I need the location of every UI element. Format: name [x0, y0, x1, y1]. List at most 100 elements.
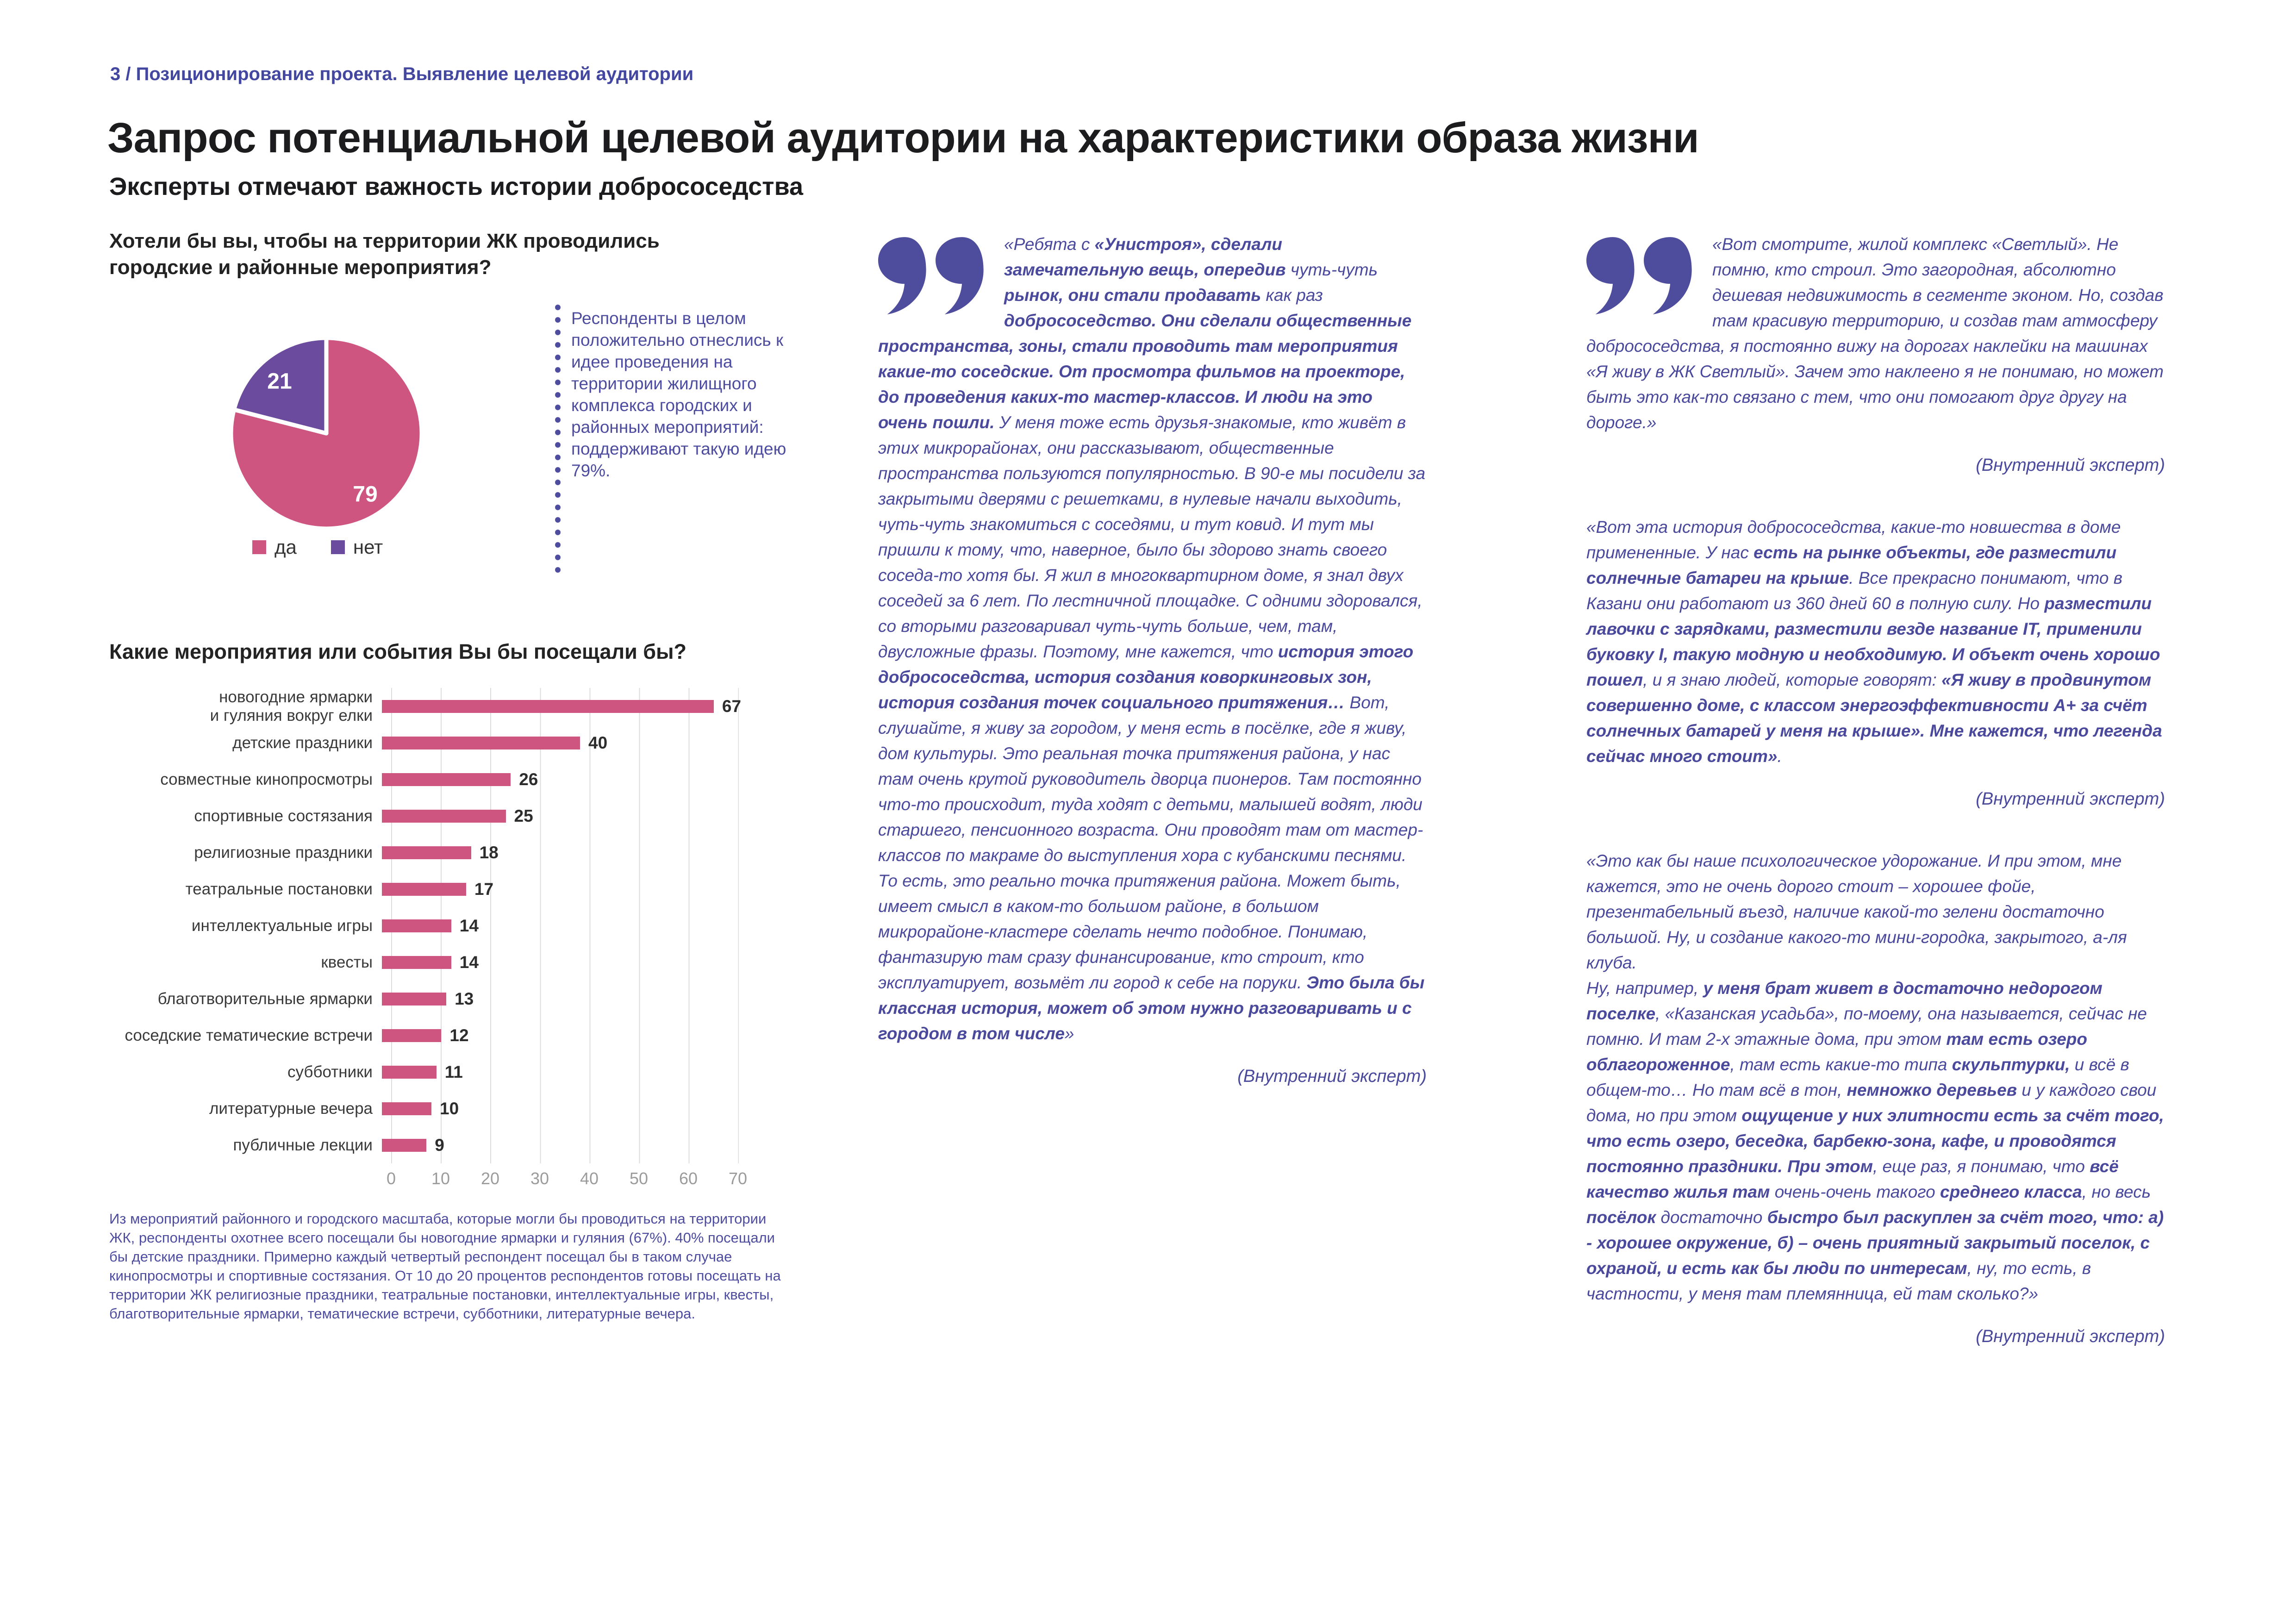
bar-value-label: 40 [588, 733, 608, 752]
bar [382, 919, 451, 932]
bar [382, 992, 447, 1006]
quote-attribution: (Внутренний эксперт) [1976, 789, 2165, 809]
x-axis-tick: 60 [679, 1169, 698, 1188]
bar-plot-cell: 67 [382, 688, 785, 725]
bar-value-label: 26 [519, 769, 538, 789]
bar-value-label: 18 [479, 843, 499, 862]
bar-category-label: совместные кинопросмотры [160, 770, 373, 788]
legend-swatch-no [331, 540, 345, 554]
bar-category-label: новогодние ярмарки и гуляния вокруг елки [210, 687, 373, 725]
bar-category-label: субботники [287, 1062, 373, 1081]
bar [382, 846, 471, 859]
legend-label-yes: да [275, 536, 297, 558]
bar-plot-cell: 14 [382, 944, 785, 981]
bar-chart-row: литературные вечера 10 [109, 1090, 785, 1127]
quote-text: «Это как бы наше психологическое удорожа… [1586, 851, 2127, 972]
bar-plot-cell: 26 [382, 761, 785, 798]
bar-category-label: квесты [321, 953, 373, 971]
bar-chart-row: театральные постановки 17 [109, 871, 785, 907]
quote-text: «Вот смотрите, жилой комплекс «Светлый».… [1586, 235, 2164, 432]
quote-attribution: (Внутренний эксперт) [1237, 1067, 1427, 1086]
bar-chart-row: религиозные праздники 18 [109, 834, 785, 871]
pie-slice-no [232, 336, 329, 436]
x-axis-tick: 0 [386, 1169, 396, 1188]
legend-swatch-yes [252, 540, 266, 554]
bar-value-label: 11 [444, 1062, 463, 1081]
x-axis-tick: 70 [728, 1169, 748, 1188]
bar-chart-row: благотворительные ярмарки 13 [109, 981, 785, 1017]
bar [382, 1102, 431, 1115]
bar-chart-row: детские праздники 40 [109, 725, 785, 761]
pie-value-no: 21 [267, 369, 292, 394]
bar [382, 773, 511, 786]
bar-chart-row: совместные кинопросмотры 26 [109, 761, 785, 798]
bar-category-label: соседские тематические встречи [125, 1026, 373, 1044]
bar-category-label: литературные вечера [209, 1099, 373, 1118]
bar-chart-row: спортивные состязания 25 [109, 798, 785, 834]
pie-value-yes: 79 [353, 482, 378, 507]
bar [382, 882, 466, 896]
page-title: Запрос потенциальной целевой аудитории н… [107, 114, 1699, 162]
bar-value-label: 67 [722, 696, 742, 716]
bar-category-label: театральные постановки [185, 880, 373, 898]
quote-icon [1586, 237, 1692, 315]
bar-value-label: 12 [449, 1025, 469, 1045]
quote-attribution: (Внутренний эксперт) [1976, 1327, 2165, 1346]
bar-value-label: 13 [455, 989, 474, 1008]
x-axis-tick: 20 [480, 1169, 500, 1188]
pie-chart [229, 336, 424, 531]
quote-attribution: (Внутренний эксперт) [1976, 456, 2165, 475]
legend-item-yes: да [252, 536, 297, 558]
bar-chart-row: субботники 11 [109, 1054, 785, 1090]
bar-plot-cell: 13 [382, 981, 785, 1017]
quote-text: Ну, например, у меня брат живет в достат… [1586, 979, 2164, 1303]
dotted-divider [555, 304, 561, 578]
bar-plot-cell: 18 [382, 834, 785, 871]
bar-value-label: 10 [440, 1099, 459, 1118]
x-axis-tick: 10 [431, 1169, 450, 1188]
bar-category-label: религиозные праздники [194, 843, 373, 862]
bar-category-label: детские праздники [232, 733, 373, 752]
bar [382, 956, 451, 969]
bar-x-axis: 0 10 20 30 40 50 60 70 [387, 1169, 785, 1195]
quote-column-right: «Вот смотрите, жилой комплекс «Светлый».… [1586, 231, 2165, 1349]
x-axis-tick: 40 [580, 1169, 599, 1188]
bar-category-label: благотворительные ярмарки [157, 989, 373, 1008]
bar [382, 1029, 442, 1042]
bar-value-label: 14 [459, 916, 479, 935]
breadcrumb: 3 / Позиционирование проекта. Выявление … [110, 64, 694, 84]
pie-question: Хотели бы вы, чтобы на территории ЖК про… [109, 230, 660, 279]
bar-plot-cell: 10 [382, 1090, 785, 1127]
bar-plot-cell: 25 [382, 798, 785, 834]
bar-plot-cell: 17 [382, 871, 785, 907]
x-axis-tick: 50 [629, 1169, 649, 1188]
pie-legend: да нет [252, 536, 383, 558]
bar-value-label: 14 [459, 952, 479, 972]
bar-chart-row: квесты 14 [109, 944, 785, 981]
bar-plot-cell: 14 [382, 907, 785, 944]
bar-chart-row: интеллектуальные игры 14 [109, 907, 785, 944]
quote-column-middle: «Ребята с «Унистроя», сделали замечатель… [878, 231, 1427, 1089]
page-subtitle: Эксперты отмечают важность истории добро… [109, 173, 804, 200]
x-axis-tick: 30 [530, 1169, 549, 1188]
bar-category-label: публичные лекции [233, 1136, 373, 1154]
bar-chart-row: новогодние ярмарки и гуляния вокруг елки… [109, 688, 785, 725]
pie-annotation: Респонденты в целом положительно отнесли… [571, 309, 786, 480]
bar-rows: новогодние ярмарки и гуляния вокруг елки… [109, 688, 785, 1163]
bar-chart-row: соседские тематические встречи 12 [109, 1017, 785, 1054]
bar [382, 736, 580, 750]
bar-value-label: 9 [435, 1135, 444, 1155]
bar-value-label: 25 [514, 806, 533, 825]
bar-category-label: спортивные состязания [194, 806, 373, 825]
bar-chart-row: публичные лекции 9 [109, 1127, 785, 1163]
bar-plot-cell: 40 [382, 725, 785, 761]
quote-text: «Вот эта история добрососедства, какие-т… [1586, 518, 2162, 766]
bar [382, 809, 506, 823]
bar [382, 1138, 427, 1152]
bar-chart: новогодние ярмарки и гуляния вокруг елки… [109, 688, 785, 1195]
bar [382, 1065, 437, 1079]
bar-plot-cell: 11 [382, 1054, 785, 1090]
bar-chart-footnote: Из мероприятий районного и городского ма… [109, 1211, 781, 1322]
bar-plot-cell: 12 [382, 1017, 785, 1054]
